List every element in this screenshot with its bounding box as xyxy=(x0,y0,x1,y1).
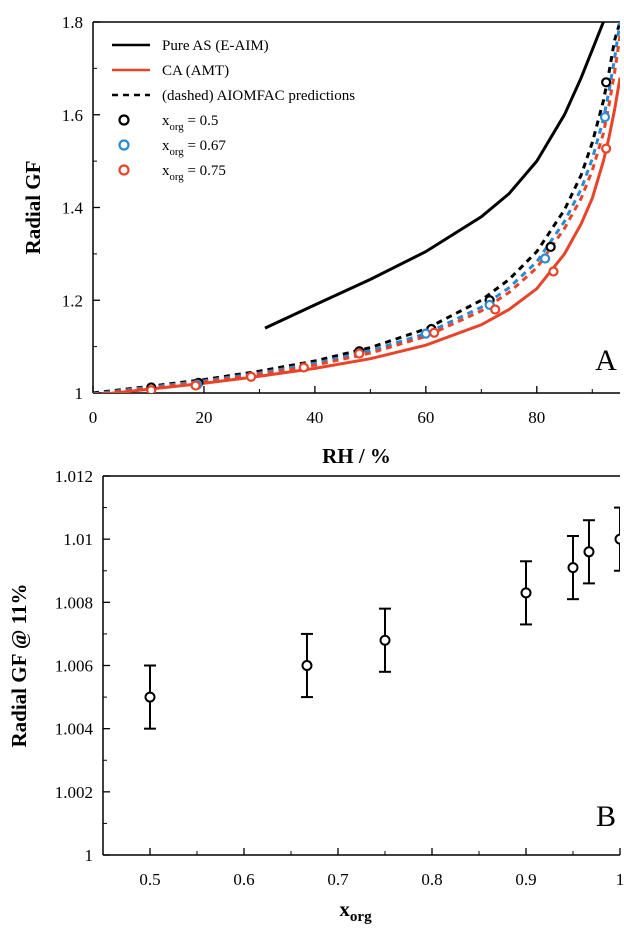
legend-label: Pure AS (E-AIM) xyxy=(162,38,269,54)
panel-a-data-point xyxy=(146,385,157,393)
legend-marker xyxy=(118,164,130,176)
panel-b-y-tick-label: 1.004 xyxy=(55,720,94,739)
panel-b-letter: B xyxy=(596,800,616,833)
panel-a-y-tick-label: 1.2 xyxy=(62,291,83,310)
panel-b-data-point xyxy=(583,546,595,558)
panel-a-data-point xyxy=(246,371,257,382)
panel-b-y-tick-label: 1.008 xyxy=(55,593,93,612)
panel-a-data-point xyxy=(490,304,501,315)
panel-a-data-point xyxy=(601,143,612,154)
panel-a-series-line-4 xyxy=(93,35,620,393)
panel-b-y-tick-label: 1.01 xyxy=(63,530,93,549)
panel-a-letter: A xyxy=(595,344,617,377)
panel-b-x-tick-label: 0.9 xyxy=(515,870,536,889)
panel-b-y-axis-title: Radial GF @ 11% xyxy=(7,583,31,747)
legend-label-suffix: = 0.67 xyxy=(184,138,227,154)
legend-label-main: x xyxy=(162,163,170,179)
legend-label: CA (AMT) xyxy=(162,63,229,79)
panel-b-x-axis-title-sub: org xyxy=(350,909,372,925)
panel-b-data-point xyxy=(379,634,391,646)
panel-a-x-tick-label: 20 xyxy=(195,408,212,427)
panel-a-data-point xyxy=(354,348,365,359)
legend-label-main: x xyxy=(162,138,170,154)
legend-label: xorg = 0.5 xyxy=(162,113,218,133)
panel-b-y-tick-label: 1 xyxy=(85,846,94,865)
panel-a-data-point xyxy=(548,266,559,277)
panel-a-x-axis-title: RH / % xyxy=(322,444,391,468)
panel-a-data-point xyxy=(429,327,440,338)
panel-a-data-point xyxy=(420,328,431,339)
panel-b-data-point xyxy=(520,587,532,599)
legend-label-suffix: = 0.5 xyxy=(184,113,219,129)
panel-b-data-point xyxy=(567,562,579,574)
panel-b-data-point xyxy=(301,660,313,671)
panel-a-data-point xyxy=(599,111,611,123)
panel-a-data-point xyxy=(190,380,201,391)
panel-b-data-point xyxy=(614,533,620,545)
panel-b-x-tick-label: 0.7 xyxy=(327,870,349,889)
panel-b-y-tick-label: 1.002 xyxy=(55,783,93,802)
legend-label-main: x xyxy=(162,113,170,129)
panel-a-series-line-0 xyxy=(264,22,605,330)
panel-b-x-tick-label: 0.5 xyxy=(139,870,160,889)
panel-a-data-point xyxy=(545,241,556,253)
panel-a-x-tick-label: 0 xyxy=(89,408,98,427)
legend-marker xyxy=(118,139,130,151)
panel-b-x-tick-label: 0.8 xyxy=(421,870,442,889)
panel-b-x-tick-label: 0.6 xyxy=(233,870,254,889)
panel-a-x-tick-label: 80 xyxy=(528,408,545,427)
panel-a-y-axis-title: Radial GF xyxy=(21,161,45,255)
panel-b-x-axis-title-main: x xyxy=(339,897,350,921)
legend-label-sub: org xyxy=(170,146,185,158)
legend-label-suffix: = 0.75 xyxy=(184,163,226,179)
panel-a-x-tick-label: 40 xyxy=(306,408,323,427)
panel-b-data-point xyxy=(144,691,156,703)
legend-label-sub: org xyxy=(170,171,185,183)
panel-a-y-tick-label: 1.6 xyxy=(62,106,83,125)
panel-a-data-point xyxy=(540,253,551,264)
panel-a-data xyxy=(93,22,620,393)
panel-a-y-tick-label: 1.4 xyxy=(62,199,84,218)
panel-b-x-tick-label: 1 xyxy=(616,870,624,889)
legend-marker xyxy=(118,114,130,126)
legend-label: xorg = 0.75 xyxy=(162,163,226,183)
panel-a-x-tick-label: 60 xyxy=(417,408,434,427)
panel-a-series-line-3 xyxy=(93,22,620,393)
legend-label-sub: org xyxy=(170,121,185,133)
panel-a-y-tick-label: 1 xyxy=(75,384,84,403)
panel-a-data-point xyxy=(601,77,612,88)
panel-a-series-line-2 xyxy=(93,22,620,393)
panel-b-x-axis-title: xorg xyxy=(339,897,372,925)
panel-b-y-tick-label: 1.006 xyxy=(55,657,93,676)
panel-b-y-tick-label: 1.012 xyxy=(55,467,93,486)
panel-a-data-point xyxy=(298,362,309,373)
panel-a-y-tick-label: 1.8 xyxy=(62,13,83,32)
legend-label: (dashed) AIOMFAC predictions xyxy=(162,88,355,104)
panel-b-data xyxy=(144,506,620,730)
legend-label: xorg = 0.67 xyxy=(162,138,226,158)
